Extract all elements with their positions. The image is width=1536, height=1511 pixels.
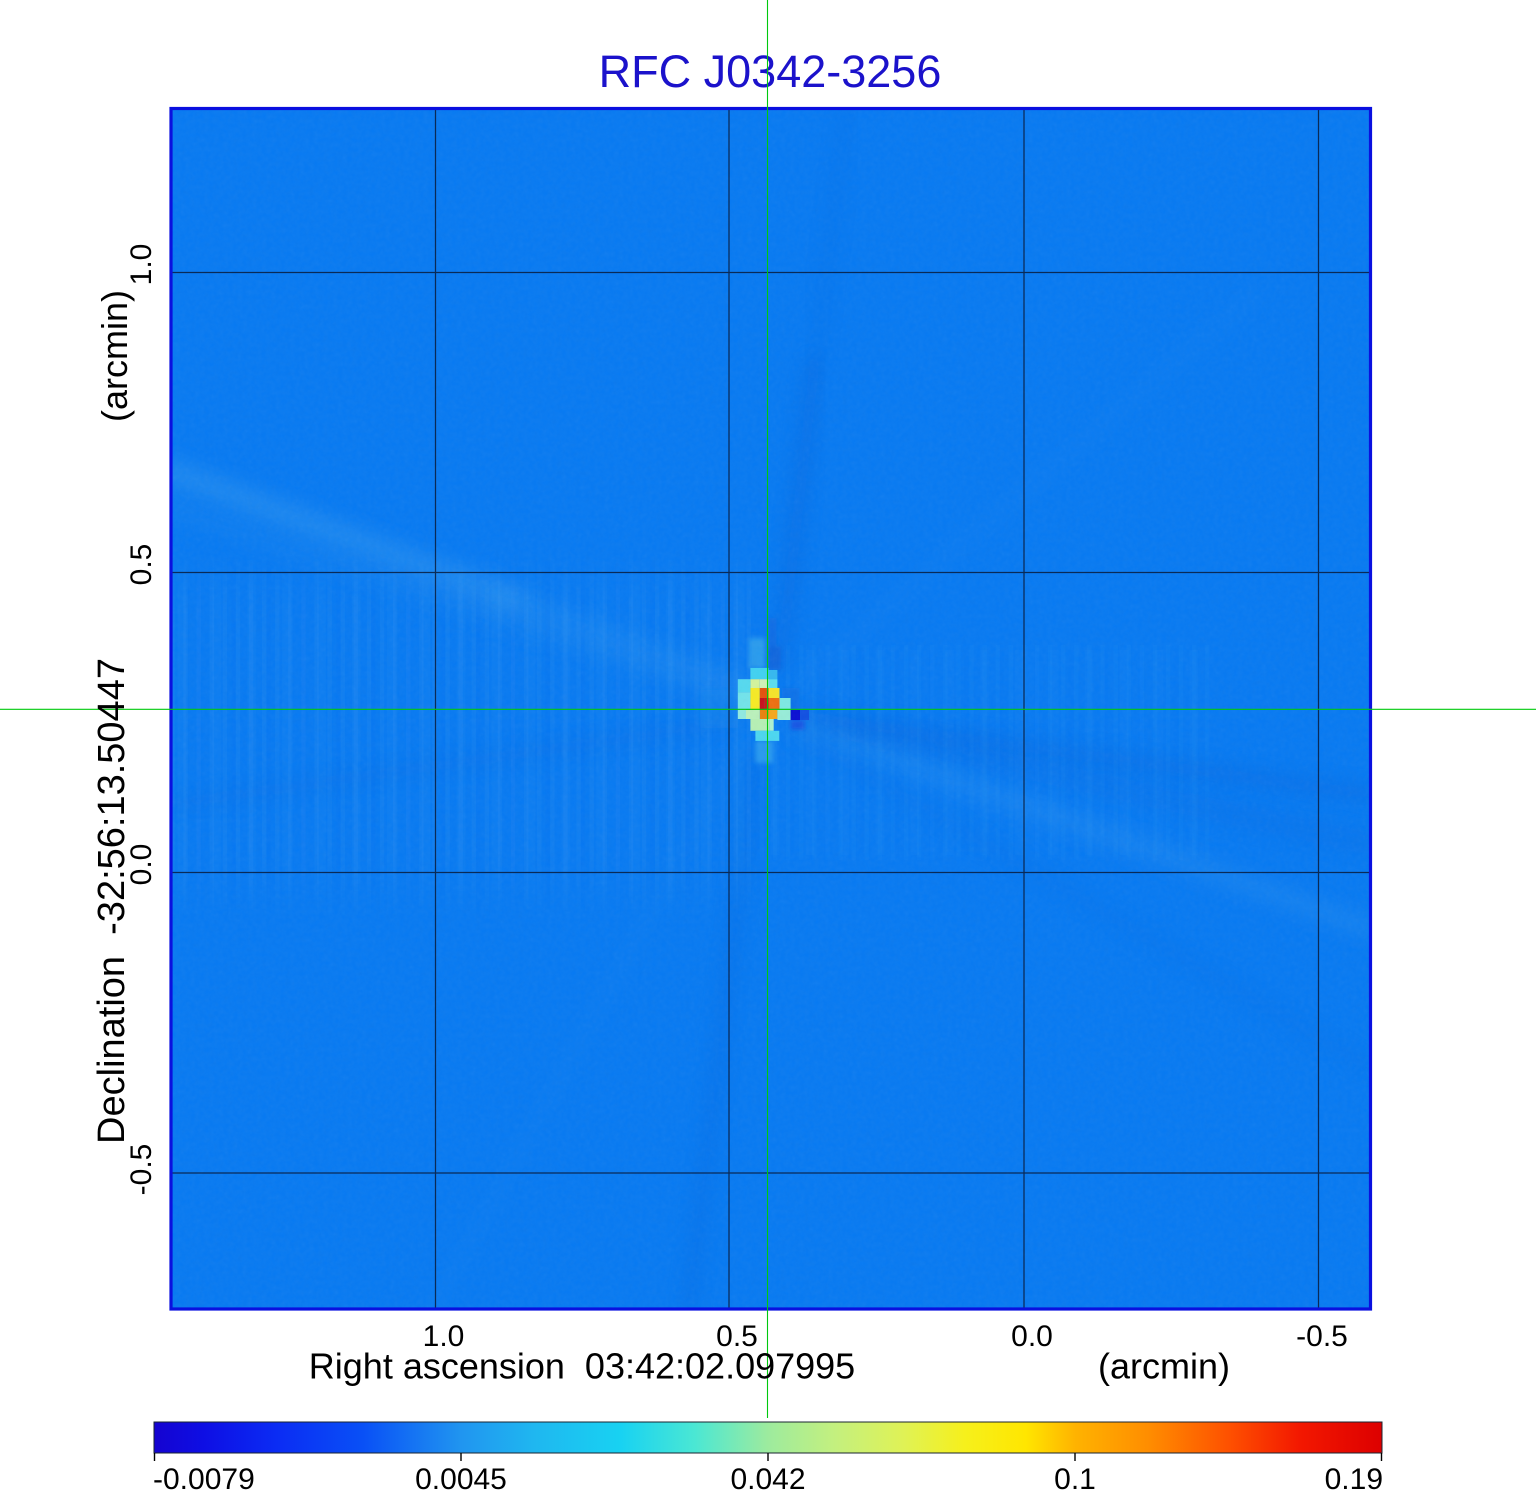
svg-text:(arcmin): (arcmin) xyxy=(94,290,135,422)
svg-text:1.0: 1.0 xyxy=(423,1320,465,1353)
svg-text:-0.5: -0.5 xyxy=(1296,1320,1348,1353)
svg-text:Declination -32:56:13.50447: Declination -32:56:13.50447 xyxy=(91,658,133,1144)
svg-text:0.0: 0.0 xyxy=(125,844,158,886)
svg-text:0.5: 0.5 xyxy=(125,544,158,586)
svg-text:RFC J0342-3256: RFC J0342-3256 xyxy=(599,46,942,97)
svg-text:(arcmin): (arcmin) xyxy=(1098,1346,1230,1387)
svg-text:0.0: 0.0 xyxy=(1011,1320,1053,1353)
svg-text:0.19: 0.19 xyxy=(1325,1463,1383,1496)
svg-text:-0.0079: -0.0079 xyxy=(153,1463,255,1496)
svg-text:0.042: 0.042 xyxy=(730,1463,805,1496)
svg-text:1.0: 1.0 xyxy=(125,244,158,286)
svg-text:0.5: 0.5 xyxy=(716,1320,758,1353)
svg-text:Right ascension 03:42:02.0979: Right ascension 03:42:02.097995 xyxy=(309,1346,855,1387)
svg-text:0.0045: 0.0045 xyxy=(415,1463,507,1496)
svg-text:0.1: 0.1 xyxy=(1054,1463,1096,1496)
svg-text:-0.5: -0.5 xyxy=(125,1144,158,1196)
